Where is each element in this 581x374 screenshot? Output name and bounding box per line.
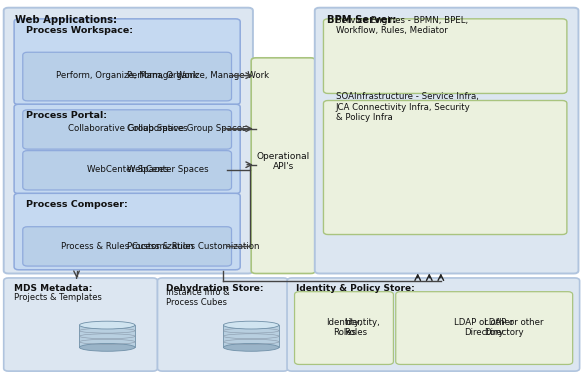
Text: Collaborative Group Spaces: Collaborative Group Spaces <box>127 124 247 133</box>
FancyBboxPatch shape <box>3 8 253 273</box>
Ellipse shape <box>80 321 135 329</box>
Text: SOAInfrastructure - Service Infra,
JCA Connectivity Infra, Security
& Policy Inf: SOAInfrastructure - Service Infra, JCA C… <box>336 92 479 122</box>
Text: MDS Metadata:: MDS Metadata: <box>14 284 92 293</box>
FancyBboxPatch shape <box>14 104 240 194</box>
Text: Perform, Organize, Manage Work: Perform, Organize, Manage Work <box>56 71 199 80</box>
Text: Identity,
Roles: Identity, Roles <box>345 318 380 337</box>
Text: BPM Server:: BPM Server: <box>327 15 396 25</box>
Text: Instance Info &
Process Cubes: Instance Info & Process Cubes <box>166 288 230 307</box>
Text: LDAP or other
Directory: LDAP or other Directory <box>454 318 514 337</box>
Text: Dehydration Store:: Dehydration Store: <box>166 284 264 293</box>
Text: Identity & Policy Store:: Identity & Policy Store: <box>296 284 415 293</box>
FancyBboxPatch shape <box>251 58 315 273</box>
FancyBboxPatch shape <box>14 19 240 105</box>
Text: Process Portal:: Process Portal: <box>26 111 107 120</box>
Ellipse shape <box>224 321 279 329</box>
Ellipse shape <box>80 343 135 351</box>
FancyBboxPatch shape <box>396 292 573 364</box>
Text: Identity,
Roles: Identity, Roles <box>327 318 362 337</box>
Text: Web Applications:: Web Applications: <box>15 15 117 25</box>
Bar <box>80 325 135 347</box>
Ellipse shape <box>224 343 279 351</box>
FancyBboxPatch shape <box>324 19 567 94</box>
Bar <box>224 325 279 347</box>
Text: Service Engines - BPMN, BPEL,
Workflow, Rules, Mediator: Service Engines - BPMN, BPEL, Workflow, … <box>336 16 468 35</box>
Text: LDAP or other
Directory: LDAP or other Directory <box>484 318 544 337</box>
Text: Projects & Templates: Projects & Templates <box>14 293 102 302</box>
Text: Process & Rules Customization: Process & Rules Customization <box>61 242 193 251</box>
FancyBboxPatch shape <box>3 278 157 371</box>
FancyBboxPatch shape <box>295 292 393 364</box>
Text: Process Composer:: Process Composer: <box>26 200 127 209</box>
Text: Collaborative Group Spaces: Collaborative Group Spaces <box>67 124 187 133</box>
FancyBboxPatch shape <box>23 110 231 149</box>
FancyBboxPatch shape <box>315 8 579 273</box>
Text: Operational
API's: Operational API's <box>257 152 310 171</box>
Text: WebCenter Spaces: WebCenter Spaces <box>87 165 168 174</box>
FancyBboxPatch shape <box>287 278 580 371</box>
Text: Perform, Organize, Manage Work: Perform, Organize, Manage Work <box>127 71 270 80</box>
Text: Process Workspace:: Process Workspace: <box>26 26 132 35</box>
FancyBboxPatch shape <box>157 278 288 371</box>
FancyBboxPatch shape <box>23 52 231 101</box>
FancyBboxPatch shape <box>23 227 231 266</box>
Text: WebCenter Spaces: WebCenter Spaces <box>127 165 209 174</box>
FancyBboxPatch shape <box>23 151 231 190</box>
FancyBboxPatch shape <box>324 101 567 234</box>
FancyBboxPatch shape <box>14 193 240 270</box>
Text: Process & Rules Customization: Process & Rules Customization <box>127 242 260 251</box>
